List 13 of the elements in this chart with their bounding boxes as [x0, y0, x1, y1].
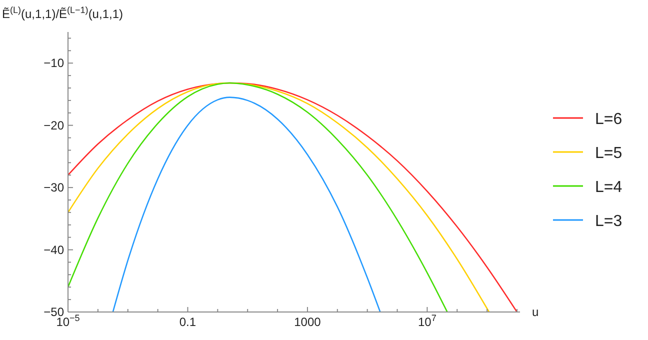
y-tick-label: −30: [44, 180, 64, 195]
legend-label: L=6: [595, 111, 622, 128]
legend-label: L=4: [595, 179, 622, 196]
legend-label: L=3: [595, 213, 622, 230]
y-axis-title: Ẽ$^{(L)}$(u,1,1)/Ẽ$^{(L−1)}$(u,1,1): [2, 5, 123, 21]
y-tick-label: −20: [44, 118, 64, 132]
x-tick-label: 0.1: [179, 315, 196, 329]
y-tick-label: −40: [44, 242, 64, 257]
x-axis-title: u: [532, 305, 539, 319]
legend-label: L=5: [595, 145, 622, 162]
x-tick-label: 10$^{7}$: [418, 313, 436, 329]
y-tick-label: −10: [44, 56, 64, 70]
x-tick-label: 1000: [294, 315, 322, 329]
